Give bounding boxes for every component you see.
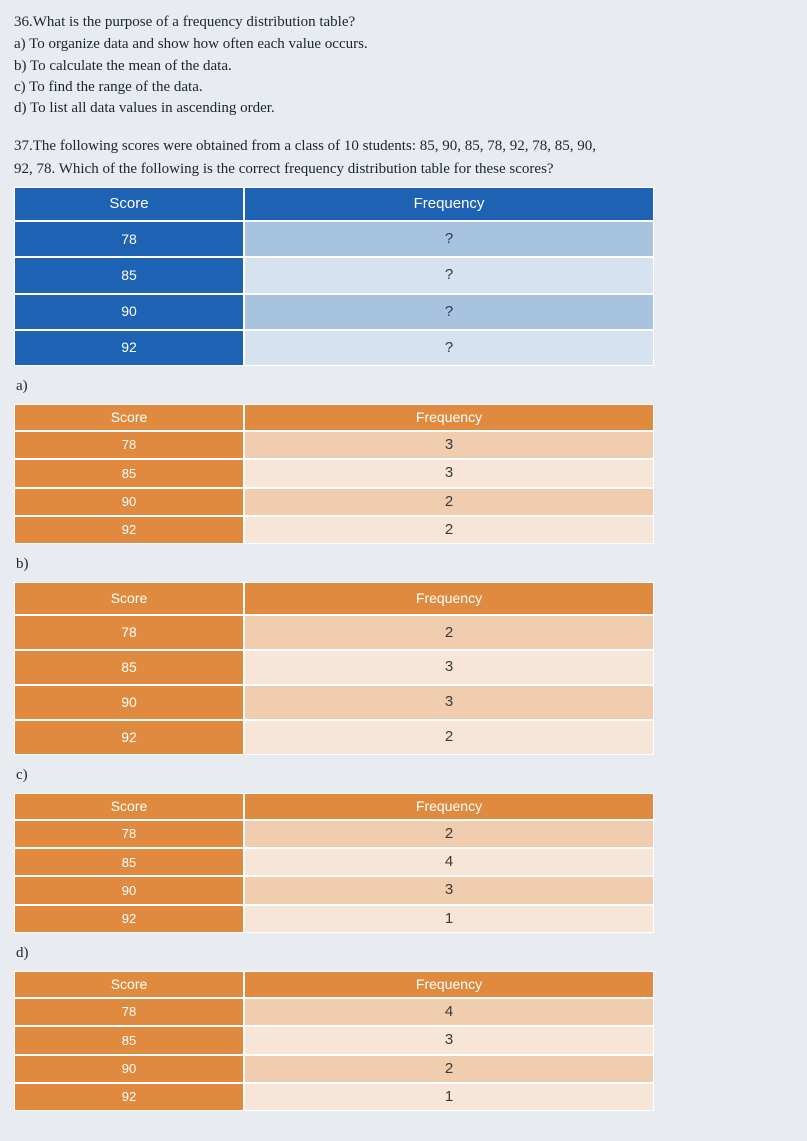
cell-score: 85 — [14, 257, 244, 293]
cell-freq: 3 — [244, 1026, 654, 1054]
cell-freq: 2 — [244, 1055, 654, 1083]
cell-freq: ? — [244, 294, 654, 330]
table-row: 921 — [14, 1083, 654, 1111]
cell-score: 92 — [14, 516, 244, 544]
q37-option-a-table: Score Frequency 783 853 902 922 — [14, 404, 793, 544]
cell-freq: 2 — [244, 516, 654, 544]
cell-score: 92 — [14, 1083, 244, 1111]
header-score: Score — [14, 793, 244, 820]
cell-score: 78 — [14, 998, 244, 1026]
table-row: 903 — [14, 876, 654, 904]
cell-freq: 2 — [244, 615, 654, 650]
q37-option-a-label: a) — [16, 376, 793, 396]
table-header-row: Score Frequency — [14, 971, 654, 998]
q37-option-d-table: Score Frequency 784 853 902 921 — [14, 971, 793, 1111]
cell-freq: 3 — [244, 876, 654, 904]
table-header-row: Score Frequency — [14, 187, 654, 221]
table-row: 784 — [14, 998, 654, 1026]
q37-option-c-table: Score Frequency 782 854 903 921 — [14, 793, 793, 933]
table-row: 903 — [14, 685, 654, 720]
table-row: 902 — [14, 1055, 654, 1083]
cell-score: 78 — [14, 431, 244, 459]
table-row: 854 — [14, 848, 654, 876]
cell-freq: 3 — [244, 650, 654, 685]
q36-text: 36.What is the purpose of a frequency di… — [14, 12, 793, 32]
cell-score: 90 — [14, 488, 244, 516]
table-header-row: Score Frequency — [14, 793, 654, 820]
cell-freq: 1 — [244, 1083, 654, 1111]
table-row: 921 — [14, 905, 654, 933]
q37-option-b-label: b) — [16, 554, 793, 574]
cell-freq: ? — [244, 330, 654, 366]
cell-freq: 1 — [244, 905, 654, 933]
question-36: 36.What is the purpose of a frequency di… — [14, 12, 793, 118]
header-freq: Frequency — [244, 793, 654, 820]
q37-line2: 92, 78. Which of the following is the co… — [14, 159, 793, 179]
table-row: 853 — [14, 1026, 654, 1054]
cell-score: 92 — [14, 330, 244, 366]
cell-score: 90 — [14, 876, 244, 904]
header-score: Score — [14, 404, 244, 431]
table-row: 922 — [14, 516, 654, 544]
cell-score: 90 — [14, 294, 244, 330]
cell-freq: 2 — [244, 820, 654, 848]
table-row: 783 — [14, 431, 654, 459]
table-row: 782 — [14, 615, 654, 650]
table-header-row: Score Frequency — [14, 404, 654, 431]
header-score: Score — [14, 971, 244, 998]
stem-table: Score Frequency 78 ? 85 ? 90 ? 92 ? — [14, 187, 654, 366]
cell-freq: 3 — [244, 685, 654, 720]
cell-score: 92 — [14, 720, 244, 755]
cell-score: 90 — [14, 1055, 244, 1083]
cell-score: 85 — [14, 650, 244, 685]
option-d-table: Score Frequency 784 853 902 921 — [14, 971, 654, 1111]
option-b-table: Score Frequency 782 853 903 922 — [14, 582, 654, 754]
q36-option-d: d) To list all data values in ascending … — [14, 98, 793, 118]
q37-option-d-label: d) — [16, 943, 793, 963]
cell-score: 78 — [14, 820, 244, 848]
cell-freq: 4 — [244, 848, 654, 876]
table-row: 853 — [14, 650, 654, 685]
cell-score: 78 — [14, 221, 244, 257]
q36-option-b: b) To calculate the mean of the data. — [14, 56, 793, 76]
table-header-row: Score Frequency — [14, 582, 654, 615]
header-freq: Frequency — [244, 404, 654, 431]
header-freq: Frequency — [244, 582, 654, 615]
q37-option-c-label: c) — [16, 765, 793, 785]
option-a-table: Score Frequency 783 853 902 922 — [14, 404, 654, 544]
cell-score: 85 — [14, 1026, 244, 1054]
option-c-table: Score Frequency 782 854 903 921 — [14, 793, 654, 933]
cell-freq: 2 — [244, 488, 654, 516]
cell-freq: 2 — [244, 720, 654, 755]
table-row: 853 — [14, 459, 654, 487]
cell-score: 85 — [14, 848, 244, 876]
cell-freq: ? — [244, 221, 654, 257]
cell-score: 85 — [14, 459, 244, 487]
q37-option-b-table: Score Frequency 782 853 903 922 — [14, 582, 793, 754]
cell-score: 90 — [14, 685, 244, 720]
table-row: 92 ? — [14, 330, 654, 366]
header-freq: Frequency — [244, 187, 654, 221]
table-row: 902 — [14, 488, 654, 516]
cell-freq: 3 — [244, 459, 654, 487]
question-37: 37.The following scores were obtained fr… — [14, 136, 793, 1111]
q36-option-a: a) To organize data and show how often e… — [14, 34, 793, 54]
header-score: Score — [14, 187, 244, 221]
cell-freq: 4 — [244, 998, 654, 1026]
table-row: 85 ? — [14, 257, 654, 293]
header-freq: Frequency — [244, 971, 654, 998]
cell-freq: 3 — [244, 431, 654, 459]
table-row: 90 ? — [14, 294, 654, 330]
q37-line1: 37.The following scores were obtained fr… — [14, 136, 793, 156]
table-row: 782 — [14, 820, 654, 848]
q37-stem-table: Score Frequency 78 ? 85 ? 90 ? 92 ? — [14, 187, 793, 366]
header-score: Score — [14, 582, 244, 615]
q36-option-c: c) To find the range of the data. — [14, 77, 793, 97]
cell-freq: ? — [244, 257, 654, 293]
table-row: 922 — [14, 720, 654, 755]
cell-score: 78 — [14, 615, 244, 650]
cell-score: 92 — [14, 905, 244, 933]
table-row: 78 ? — [14, 221, 654, 257]
